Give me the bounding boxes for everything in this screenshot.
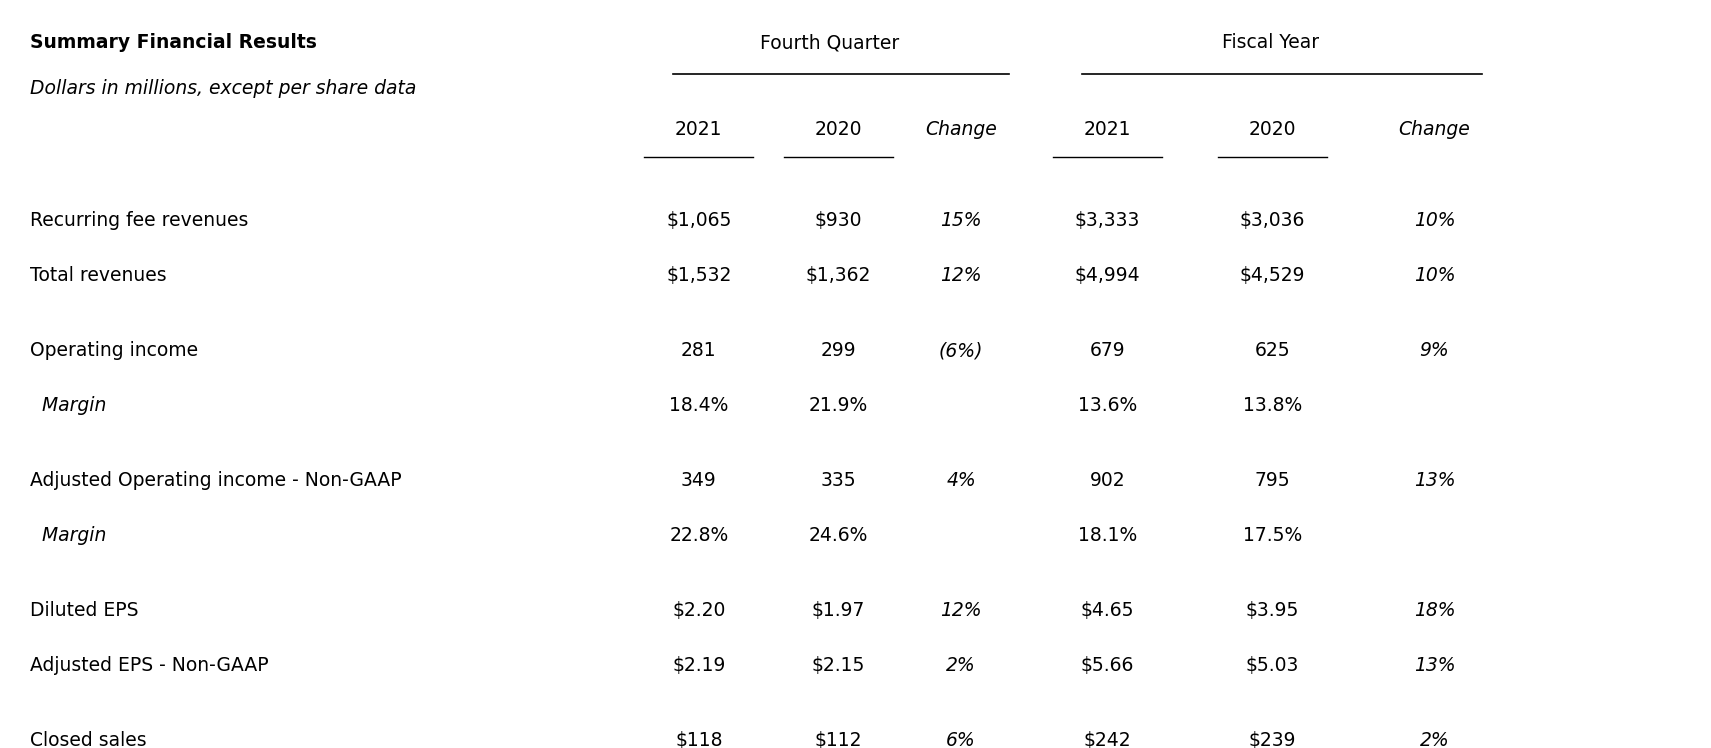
Text: 13%: 13% (1413, 471, 1456, 491)
Text: 335: 335 (821, 471, 856, 491)
Text: Fiscal Year: Fiscal Year (1222, 33, 1319, 52)
Text: 13%: 13% (1413, 656, 1456, 675)
Text: 9%: 9% (1420, 341, 1449, 361)
Text: 6%: 6% (946, 732, 975, 748)
Text: Total revenues: Total revenues (29, 266, 166, 285)
Text: Closed sales: Closed sales (29, 732, 147, 748)
Text: 349: 349 (681, 471, 717, 491)
Text: Change: Change (1398, 120, 1470, 139)
Text: Recurring fee revenues: Recurring fee revenues (29, 212, 248, 230)
Text: 795: 795 (1254, 471, 1290, 491)
Text: $4,529: $4,529 (1240, 266, 1305, 285)
Text: 2020: 2020 (814, 120, 862, 139)
Text: $5.03: $5.03 (1246, 656, 1299, 675)
Text: Adjusted EPS - Non-GAAP: Adjusted EPS - Non-GAAP (29, 656, 269, 675)
Text: (6%): (6%) (939, 341, 984, 361)
Text: Operating income: Operating income (29, 341, 198, 361)
Text: 22.8%: 22.8% (669, 526, 729, 545)
Text: $1,065: $1,065 (666, 212, 732, 230)
Text: $3,333: $3,333 (1075, 212, 1140, 230)
Text: 299: 299 (821, 341, 856, 361)
Text: $1.97: $1.97 (811, 601, 866, 620)
Text: 2%: 2% (946, 656, 975, 675)
Text: Fourth Quarter: Fourth Quarter (760, 33, 900, 52)
Text: Change: Change (926, 120, 998, 139)
Text: $3,036: $3,036 (1240, 212, 1305, 230)
Text: 18%: 18% (1413, 601, 1456, 620)
Text: $2.20: $2.20 (672, 601, 725, 620)
Text: 281: 281 (681, 341, 717, 361)
Text: $1,532: $1,532 (666, 266, 732, 285)
Text: $2.19: $2.19 (672, 656, 725, 675)
Text: 18.4%: 18.4% (669, 396, 729, 415)
Text: 902: 902 (1090, 471, 1126, 491)
Text: 2021: 2021 (676, 120, 722, 139)
Text: $112: $112 (814, 732, 862, 748)
Text: $239: $239 (1249, 732, 1297, 748)
Text: $118: $118 (676, 732, 722, 748)
Text: 12%: 12% (941, 601, 982, 620)
Text: 10%: 10% (1413, 212, 1456, 230)
Text: 2020: 2020 (1249, 120, 1297, 139)
Text: Margin: Margin (29, 396, 106, 415)
Text: 13.6%: 13.6% (1078, 396, 1138, 415)
Text: Diluted EPS: Diluted EPS (29, 601, 139, 620)
Text: Summary Financial Results: Summary Financial Results (29, 33, 317, 52)
Text: 10%: 10% (1413, 266, 1456, 285)
Text: 2%: 2% (1420, 732, 1449, 748)
Text: Margin: Margin (29, 526, 106, 545)
Text: $3.95: $3.95 (1246, 601, 1299, 620)
Text: 18.1%: 18.1% (1078, 526, 1138, 545)
Text: 21.9%: 21.9% (809, 396, 867, 415)
Text: $930: $930 (814, 212, 862, 230)
Text: $1,362: $1,362 (806, 266, 871, 285)
Text: $242: $242 (1083, 732, 1131, 748)
Text: 12%: 12% (941, 266, 982, 285)
Text: $5.66: $5.66 (1081, 656, 1134, 675)
Text: 13.8%: 13.8% (1242, 396, 1302, 415)
Text: $4.65: $4.65 (1081, 601, 1134, 620)
Text: $2.15: $2.15 (811, 656, 866, 675)
Text: 24.6%: 24.6% (809, 526, 867, 545)
Text: 17.5%: 17.5% (1242, 526, 1302, 545)
Text: 4%: 4% (946, 471, 975, 491)
Text: Adjusted Operating income - Non-GAAP: Adjusted Operating income - Non-GAAP (29, 471, 402, 491)
Text: Dollars in millions, except per share data: Dollars in millions, except per share da… (29, 79, 416, 97)
Text: 2021: 2021 (1083, 120, 1131, 139)
Text: 15%: 15% (941, 212, 982, 230)
Text: $4,994: $4,994 (1075, 266, 1140, 285)
Text: 679: 679 (1090, 341, 1126, 361)
Text: 625: 625 (1254, 341, 1290, 361)
